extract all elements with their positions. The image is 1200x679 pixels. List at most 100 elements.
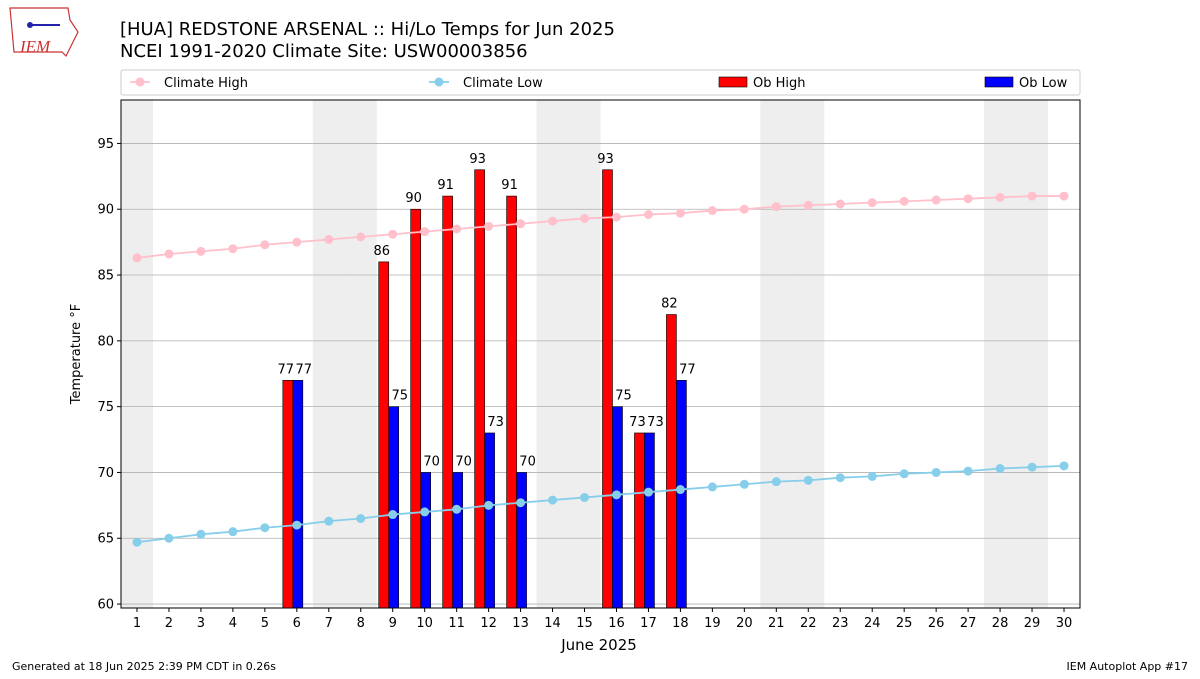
point — [867, 198, 877, 208]
data-label: 73 — [647, 415, 664, 430]
point — [1027, 191, 1037, 201]
x-tick-label: 22 — [800, 616, 817, 631]
data-label: 73 — [487, 415, 504, 430]
point — [388, 229, 398, 239]
bar — [666, 314, 677, 608]
point — [196, 246, 206, 256]
bar — [602, 169, 613, 608]
legend-label: Climate High — [164, 76, 248, 91]
bar — [292, 380, 304, 608]
chart-subtitle: NCEI 1991-2020 Climate Site: USW00003856 — [120, 41, 528, 62]
x-tick-label: 8 — [357, 616, 365, 631]
data-label: 70 — [423, 454, 440, 469]
point — [995, 192, 1005, 202]
weekend-shade — [1016, 100, 1049, 608]
point — [292, 520, 302, 530]
point — [484, 221, 494, 231]
point — [420, 227, 430, 237]
weekend-shade — [312, 100, 345, 608]
y-tick-label: 75 — [97, 400, 114, 415]
point — [228, 527, 238, 537]
x-tick-label: 21 — [768, 616, 785, 631]
point — [675, 208, 685, 218]
x-tick-label: 15 — [576, 616, 593, 631]
bar — [378, 261, 390, 608]
point — [484, 500, 494, 510]
data-label: 91 — [437, 178, 454, 193]
bar — [644, 432, 655, 608]
point — [228, 244, 238, 254]
point — [931, 195, 941, 205]
x-tick-label: 11 — [448, 616, 465, 631]
point — [771, 202, 781, 212]
x-tick-label: 7 — [325, 616, 333, 631]
y-tick-label: 70 — [97, 466, 114, 481]
point — [260, 240, 270, 250]
point — [771, 477, 781, 487]
footer-right: IEM Autoplot App #17 — [1067, 660, 1189, 673]
point — [324, 235, 334, 245]
bar — [484, 432, 495, 608]
point — [580, 213, 590, 223]
weekend-shade — [792, 100, 825, 608]
point — [452, 224, 462, 234]
point — [1059, 191, 1069, 201]
bar — [474, 169, 485, 608]
point — [643, 487, 653, 497]
data-label: 75 — [391, 389, 408, 404]
point — [580, 492, 590, 502]
point — [132, 253, 142, 263]
footer-left: Generated at 18 Jun 2025 2:39 PM CDT in … — [12, 660, 276, 673]
data-label: 73 — [629, 415, 646, 430]
point — [739, 479, 749, 489]
x-tick-label: 26 — [928, 616, 945, 631]
legend-swatch — [135, 77, 145, 87]
data-label: 93 — [597, 152, 614, 167]
weekend-shade — [760, 100, 793, 608]
point — [548, 216, 558, 226]
plot-frame — [120, 99, 1081, 609]
bar — [442, 195, 453, 608]
point — [452, 504, 462, 514]
x-tick-label: 28 — [992, 616, 1009, 631]
point — [1027, 462, 1037, 472]
x-tick-label: 25 — [896, 616, 913, 631]
chart-title: [HUA] REDSTONE ARSENAL :: Hi/Lo Temps fo… — [120, 19, 615, 40]
legend-label: Ob High — [753, 76, 806, 91]
point — [867, 471, 877, 481]
logo-outline — [9, 7, 79, 58]
point — [260, 523, 270, 533]
data-label: 77 — [278, 362, 295, 377]
data-label: 70 — [519, 454, 536, 469]
point — [548, 495, 558, 505]
weekend-shade — [984, 100, 1017, 608]
x-tick-label: 17 — [640, 616, 657, 631]
point — [196, 529, 206, 539]
point — [707, 206, 717, 216]
x-tick-label: 2 — [165, 616, 173, 631]
point — [164, 249, 174, 259]
point — [292, 237, 302, 247]
point — [675, 485, 685, 495]
bar — [516, 472, 527, 608]
x-tick-label: 29 — [1024, 616, 1041, 631]
point — [739, 204, 749, 214]
logo: IEM — [9, 7, 79, 58]
data-label: 91 — [501, 178, 518, 193]
plot-area — [121, 100, 1080, 608]
x-tick-label: 4 — [229, 616, 237, 631]
data-label: 86 — [373, 244, 390, 259]
x-tick-label: 27 — [960, 616, 977, 631]
data-label: 70 — [455, 454, 472, 469]
legend-swatch — [718, 76, 748, 88]
x-tick-label: 23 — [832, 616, 849, 631]
point — [899, 469, 909, 479]
bar — [388, 406, 400, 608]
point — [963, 466, 973, 476]
data-label: 93 — [469, 152, 486, 167]
point — [388, 510, 398, 520]
bar — [612, 406, 623, 608]
x-tick-label: 18 — [672, 616, 689, 631]
y-tick-label: 65 — [97, 532, 114, 547]
weekend-shade — [568, 100, 601, 608]
